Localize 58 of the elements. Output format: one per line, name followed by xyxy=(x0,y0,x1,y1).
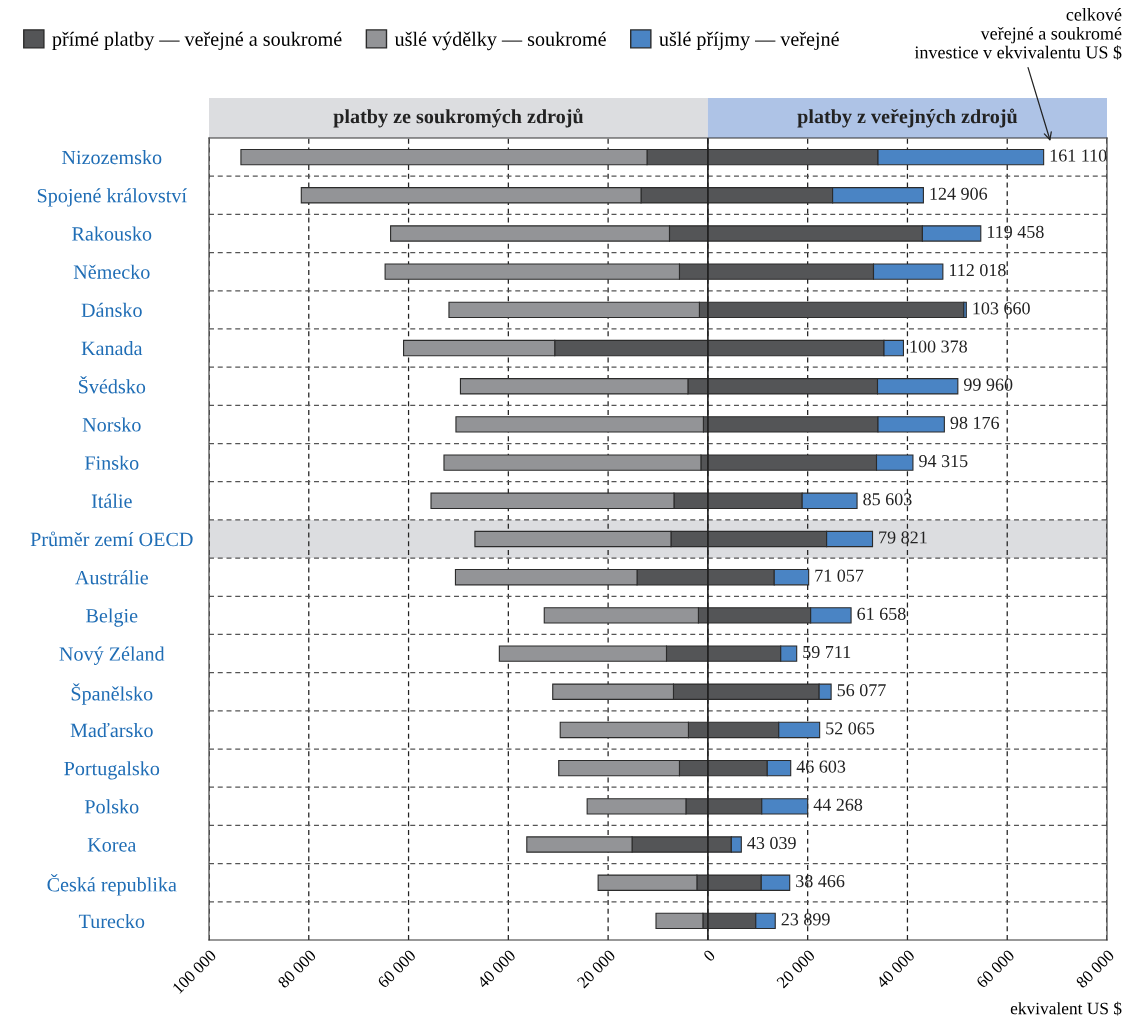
text: platby ze soukromých zdrojů xyxy=(333,108,584,128)
text: celkové veřejné a soukromé investice v ekvivalentu US $ xyxy=(914,7,1122,60)
annotation: 71 057 xyxy=(815,569,864,582)
y-tick-label: Nový Zéland xyxy=(59,646,165,665)
annotation: 94 315 xyxy=(919,455,968,468)
annotation: 43 039 xyxy=(747,836,796,850)
annotation: 46 603 xyxy=(796,760,846,773)
legend-label: ušlé příjmy — veřejné xyxy=(659,31,839,51)
annotation: 44 268 xyxy=(813,798,863,811)
y-tick-label: Spojené království xyxy=(37,188,187,207)
annotation: 56 077 xyxy=(837,684,886,697)
y-tick-label: Česká republika xyxy=(47,874,177,896)
y-tick-label: Španělsko xyxy=(71,683,153,705)
x-axis-title: ekvivalent US $ xyxy=(1010,1001,1122,1016)
y-tick-label: Itálie xyxy=(91,493,132,508)
annotation: 103 660 xyxy=(973,302,1030,315)
x-tick-label: 100 000 xyxy=(172,949,217,994)
x-tick-label: 0 xyxy=(702,949,716,963)
x-tick-label: 20 000 xyxy=(576,949,616,989)
annotation: 61 658 xyxy=(857,607,906,620)
annotation: 38 466 xyxy=(796,875,845,888)
annotation: 112 018 xyxy=(950,264,1006,277)
y-tick-label: Nizozemsko xyxy=(62,150,162,165)
annotation: 52 065 xyxy=(826,722,875,735)
x-tick-label: 80 000 xyxy=(277,949,317,989)
y-tick-label: Dánsko xyxy=(81,302,142,318)
y-tick-label: Austrálie xyxy=(75,570,148,585)
legend-label: přímé platby — veřejné a soukromé xyxy=(52,31,342,51)
annotation: 119 458 xyxy=(987,225,1044,238)
y-tick-label: Korea xyxy=(87,838,137,852)
x-tick-label: 60 000 xyxy=(376,949,417,989)
y-tick-label: Švédsko xyxy=(79,375,146,394)
annotation: 98 176 xyxy=(950,416,1000,429)
annotation: 124 906 xyxy=(930,187,988,200)
y-tick-label: Belgie xyxy=(86,608,138,627)
x-tick-label: 40 000 xyxy=(875,949,916,989)
x-tick-label: 60 000 xyxy=(975,949,1016,989)
annotation: 100 378 xyxy=(910,340,967,353)
y-tick-label: Norsko xyxy=(82,417,141,432)
y-tick-label: Rakousko xyxy=(72,226,152,241)
y-tick-label: Portugalsko xyxy=(64,761,160,780)
annotation: 85 603 xyxy=(863,493,912,506)
x-tick-label: 80 000 xyxy=(1075,949,1115,989)
text: platby z veřejných zdrojů xyxy=(797,108,1018,128)
annotation: 23 899 xyxy=(781,913,830,926)
y-tick-label: Německo xyxy=(73,264,150,279)
y-tick-label: Turecko xyxy=(78,913,145,929)
y-tick-label: Kanada xyxy=(81,341,143,356)
y-tick-label: Průměr zemí OECD xyxy=(30,531,193,547)
x-tick-label: 40 000 xyxy=(476,949,517,989)
y-tick-label: Maďarsko xyxy=(70,722,153,738)
legend-label: ušlé výdělky — soukromé xyxy=(394,31,606,51)
y-tick-label: Finsko xyxy=(84,455,139,470)
annotation: 59 711 xyxy=(803,645,851,659)
y-tick-label: Polsko xyxy=(84,799,139,814)
annotation: 99 960 xyxy=(963,378,1013,391)
x-tick-label: 20 000 xyxy=(776,949,816,989)
annotation: 161 110 xyxy=(1050,149,1107,162)
